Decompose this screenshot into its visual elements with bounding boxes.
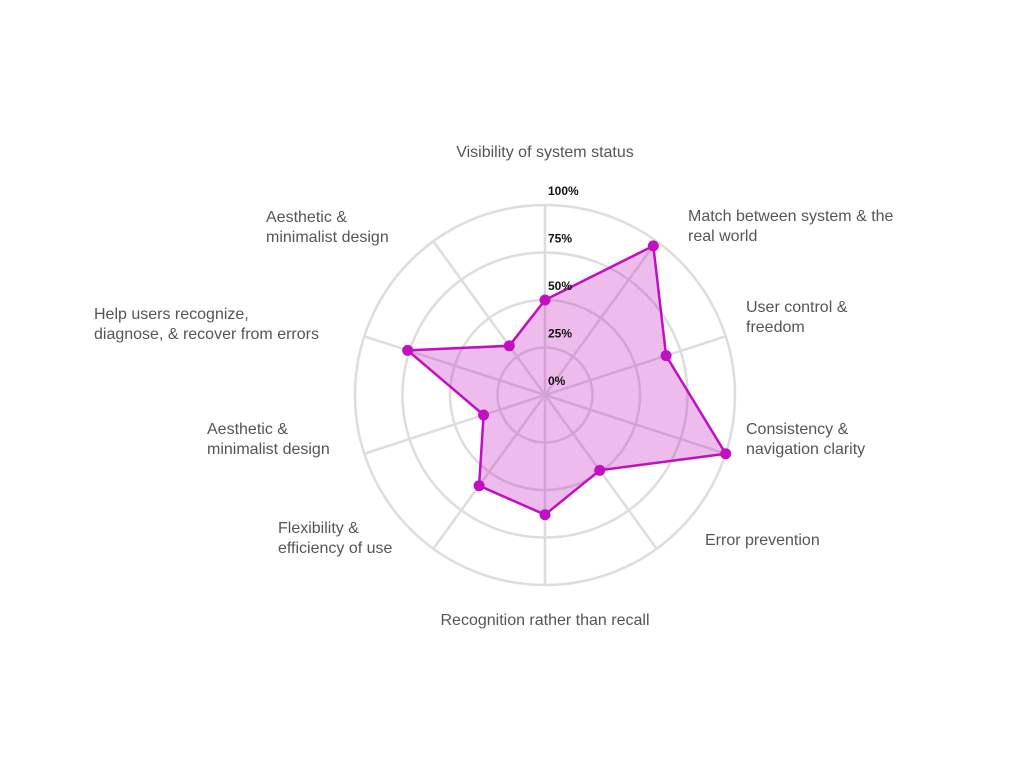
spoke	[363, 393, 546, 455]
data-point	[503, 340, 515, 352]
category-label: Match between system & the	[688, 208, 894, 225]
category-label: navigation clarity	[746, 441, 865, 458]
category-label: Visibility of system status	[456, 144, 634, 161]
tick-label: 50%	[548, 279, 572, 293]
category-label: diagnose, & recover from errors	[94, 326, 319, 343]
tick-label: 100%	[548, 184, 579, 198]
data-point	[539, 509, 551, 521]
data-point	[478, 409, 490, 421]
spoke	[544, 335, 727, 397]
tick-label: 0%	[548, 374, 566, 388]
spoke	[432, 394, 547, 550]
category-label: Error prevention	[705, 532, 820, 549]
spoke	[543, 240, 658, 396]
category-label: Flexibility &	[278, 520, 359, 537]
data-point	[473, 480, 485, 492]
data-point	[647, 240, 659, 252]
category-label: real world	[688, 228, 757, 245]
category-label: freedom	[746, 319, 805, 336]
data-point	[594, 464, 606, 476]
category-label: Consistency &	[746, 421, 849, 438]
data-point	[660, 350, 672, 362]
data-point	[720, 448, 732, 460]
spoke	[432, 240, 547, 396]
category-label: efficiency of use	[278, 540, 393, 557]
tick-label: 75%	[548, 232, 572, 246]
category-label: Aesthetic &	[266, 209, 347, 226]
category-label: Help users recognize,	[94, 306, 249, 323]
category-label: minimalist design	[266, 229, 389, 246]
category-label: User control &	[746, 299, 848, 316]
spoke	[363, 335, 546, 397]
category-label: Recognition rather than recall	[440, 612, 649, 629]
category-label: minimalist design	[207, 441, 330, 458]
data-point	[402, 344, 414, 356]
tick-label: 25%	[548, 327, 572, 341]
data-point	[539, 294, 551, 306]
spoke	[544, 393, 727, 455]
category-label: Aesthetic &	[207, 421, 288, 438]
